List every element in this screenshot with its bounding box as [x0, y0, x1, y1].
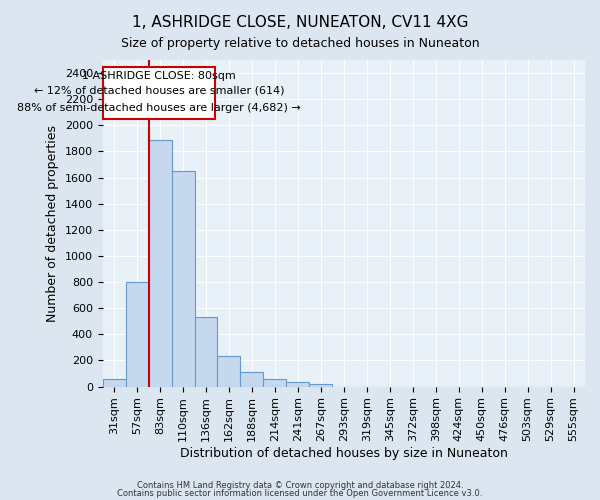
Text: 88% of semi-detached houses are larger (4,682) →: 88% of semi-detached houses are larger (… — [17, 104, 301, 114]
Text: Contains public sector information licensed under the Open Government Licence v3: Contains public sector information licen… — [118, 490, 482, 498]
Text: 1, ASHRIDGE CLOSE, NUNEATON, CV11 4XG: 1, ASHRIDGE CLOSE, NUNEATON, CV11 4XG — [132, 15, 468, 30]
Bar — [286, 382, 310, 386]
Bar — [172, 171, 194, 386]
Text: 1 ASHRIDGE CLOSE: 80sqm: 1 ASHRIDGE CLOSE: 80sqm — [82, 70, 236, 81]
Bar — [125, 282, 149, 387]
Text: ← 12% of detached houses are smaller (614): ← 12% of detached houses are smaller (61… — [34, 86, 284, 96]
Y-axis label: Number of detached properties: Number of detached properties — [46, 125, 59, 322]
Bar — [263, 379, 286, 386]
Bar — [103, 380, 125, 386]
Bar — [194, 318, 217, 386]
FancyBboxPatch shape — [103, 66, 215, 119]
Bar — [217, 356, 241, 386]
Bar — [241, 372, 263, 386]
Text: Size of property relative to detached houses in Nuneaton: Size of property relative to detached ho… — [121, 38, 479, 51]
Bar — [149, 140, 172, 386]
Text: Contains HM Land Registry data © Crown copyright and database right 2024.: Contains HM Land Registry data © Crown c… — [137, 480, 463, 490]
Bar — [310, 384, 332, 386]
X-axis label: Distribution of detached houses by size in Nuneaton: Distribution of detached houses by size … — [180, 447, 508, 460]
